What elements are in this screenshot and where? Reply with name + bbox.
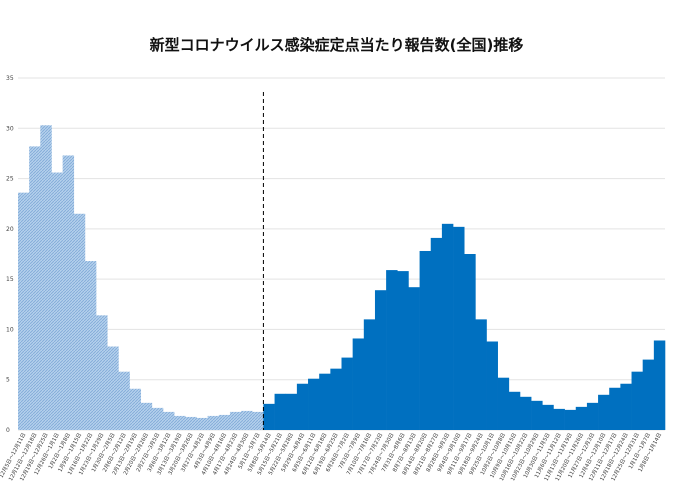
bar bbox=[464, 254, 476, 430]
bar bbox=[241, 410, 253, 430]
bar bbox=[96, 315, 108, 430]
bar bbox=[73, 213, 86, 430]
bar bbox=[274, 393, 287, 430]
bar bbox=[196, 417, 208, 430]
bar bbox=[218, 414, 231, 430]
y-tick-label: 35 bbox=[6, 75, 14, 82]
bar bbox=[296, 383, 309, 430]
bar bbox=[497, 377, 510, 430]
bar bbox=[553, 408, 565, 430]
bar bbox=[374, 290, 387, 430]
bar bbox=[51, 172, 63, 430]
bar bbox=[598, 394, 610, 430]
bar bbox=[575, 406, 588, 430]
bar bbox=[531, 400, 543, 430]
bar bbox=[185, 416, 197, 430]
bar bbox=[118, 371, 130, 430]
bar bbox=[330, 368, 342, 430]
bar bbox=[18, 192, 30, 430]
y-tick-label: 5 bbox=[6, 377, 10, 384]
bar bbox=[419, 250, 432, 430]
bar bbox=[653, 340, 666, 430]
bar bbox=[408, 287, 420, 430]
y-tick-label: 15 bbox=[6, 276, 14, 283]
y-tick-label: 0 bbox=[6, 427, 10, 434]
bar bbox=[207, 415, 220, 430]
bar bbox=[508, 391, 521, 430]
bar bbox=[341, 357, 353, 430]
bar bbox=[319, 373, 331, 430]
bar bbox=[129, 388, 142, 430]
bar bbox=[609, 387, 621, 430]
chart-title: 新型コロナウイルス感染症定点当たり報告数(全国)推移 bbox=[149, 36, 524, 54]
y-tick-label: 20 bbox=[6, 226, 14, 233]
bar bbox=[140, 402, 153, 430]
bar bbox=[229, 411, 242, 430]
bar bbox=[642, 359, 655, 430]
bar bbox=[486, 341, 498, 430]
bar bbox=[151, 407, 164, 430]
bar bbox=[107, 346, 119, 430]
bar bbox=[564, 409, 577, 430]
bar bbox=[620, 383, 632, 430]
bar bbox=[285, 393, 298, 430]
bar bbox=[62, 155, 75, 430]
bar bbox=[252, 411, 264, 430]
bar bbox=[84, 261, 97, 430]
bar bbox=[352, 338, 365, 430]
y-tick-label: 10 bbox=[6, 326, 14, 333]
bar bbox=[308, 378, 320, 430]
bar bbox=[430, 237, 443, 430]
bar bbox=[29, 146, 41, 431]
bar bbox=[386, 270, 398, 430]
bar bbox=[263, 403, 275, 430]
y-tick-label: 30 bbox=[6, 125, 14, 132]
bar bbox=[542, 404, 554, 430]
bar bbox=[397, 271, 409, 430]
y-tick-label: 25 bbox=[6, 176, 14, 183]
bar bbox=[363, 319, 376, 430]
bar bbox=[40, 125, 52, 431]
bar bbox=[475, 319, 487, 430]
bar bbox=[519, 396, 532, 430]
bar bbox=[631, 371, 643, 430]
bar bbox=[453, 226, 465, 430]
bar bbox=[441, 223, 454, 430]
bar bbox=[174, 415, 186, 430]
bar bbox=[163, 411, 175, 430]
bar bbox=[586, 402, 599, 430]
